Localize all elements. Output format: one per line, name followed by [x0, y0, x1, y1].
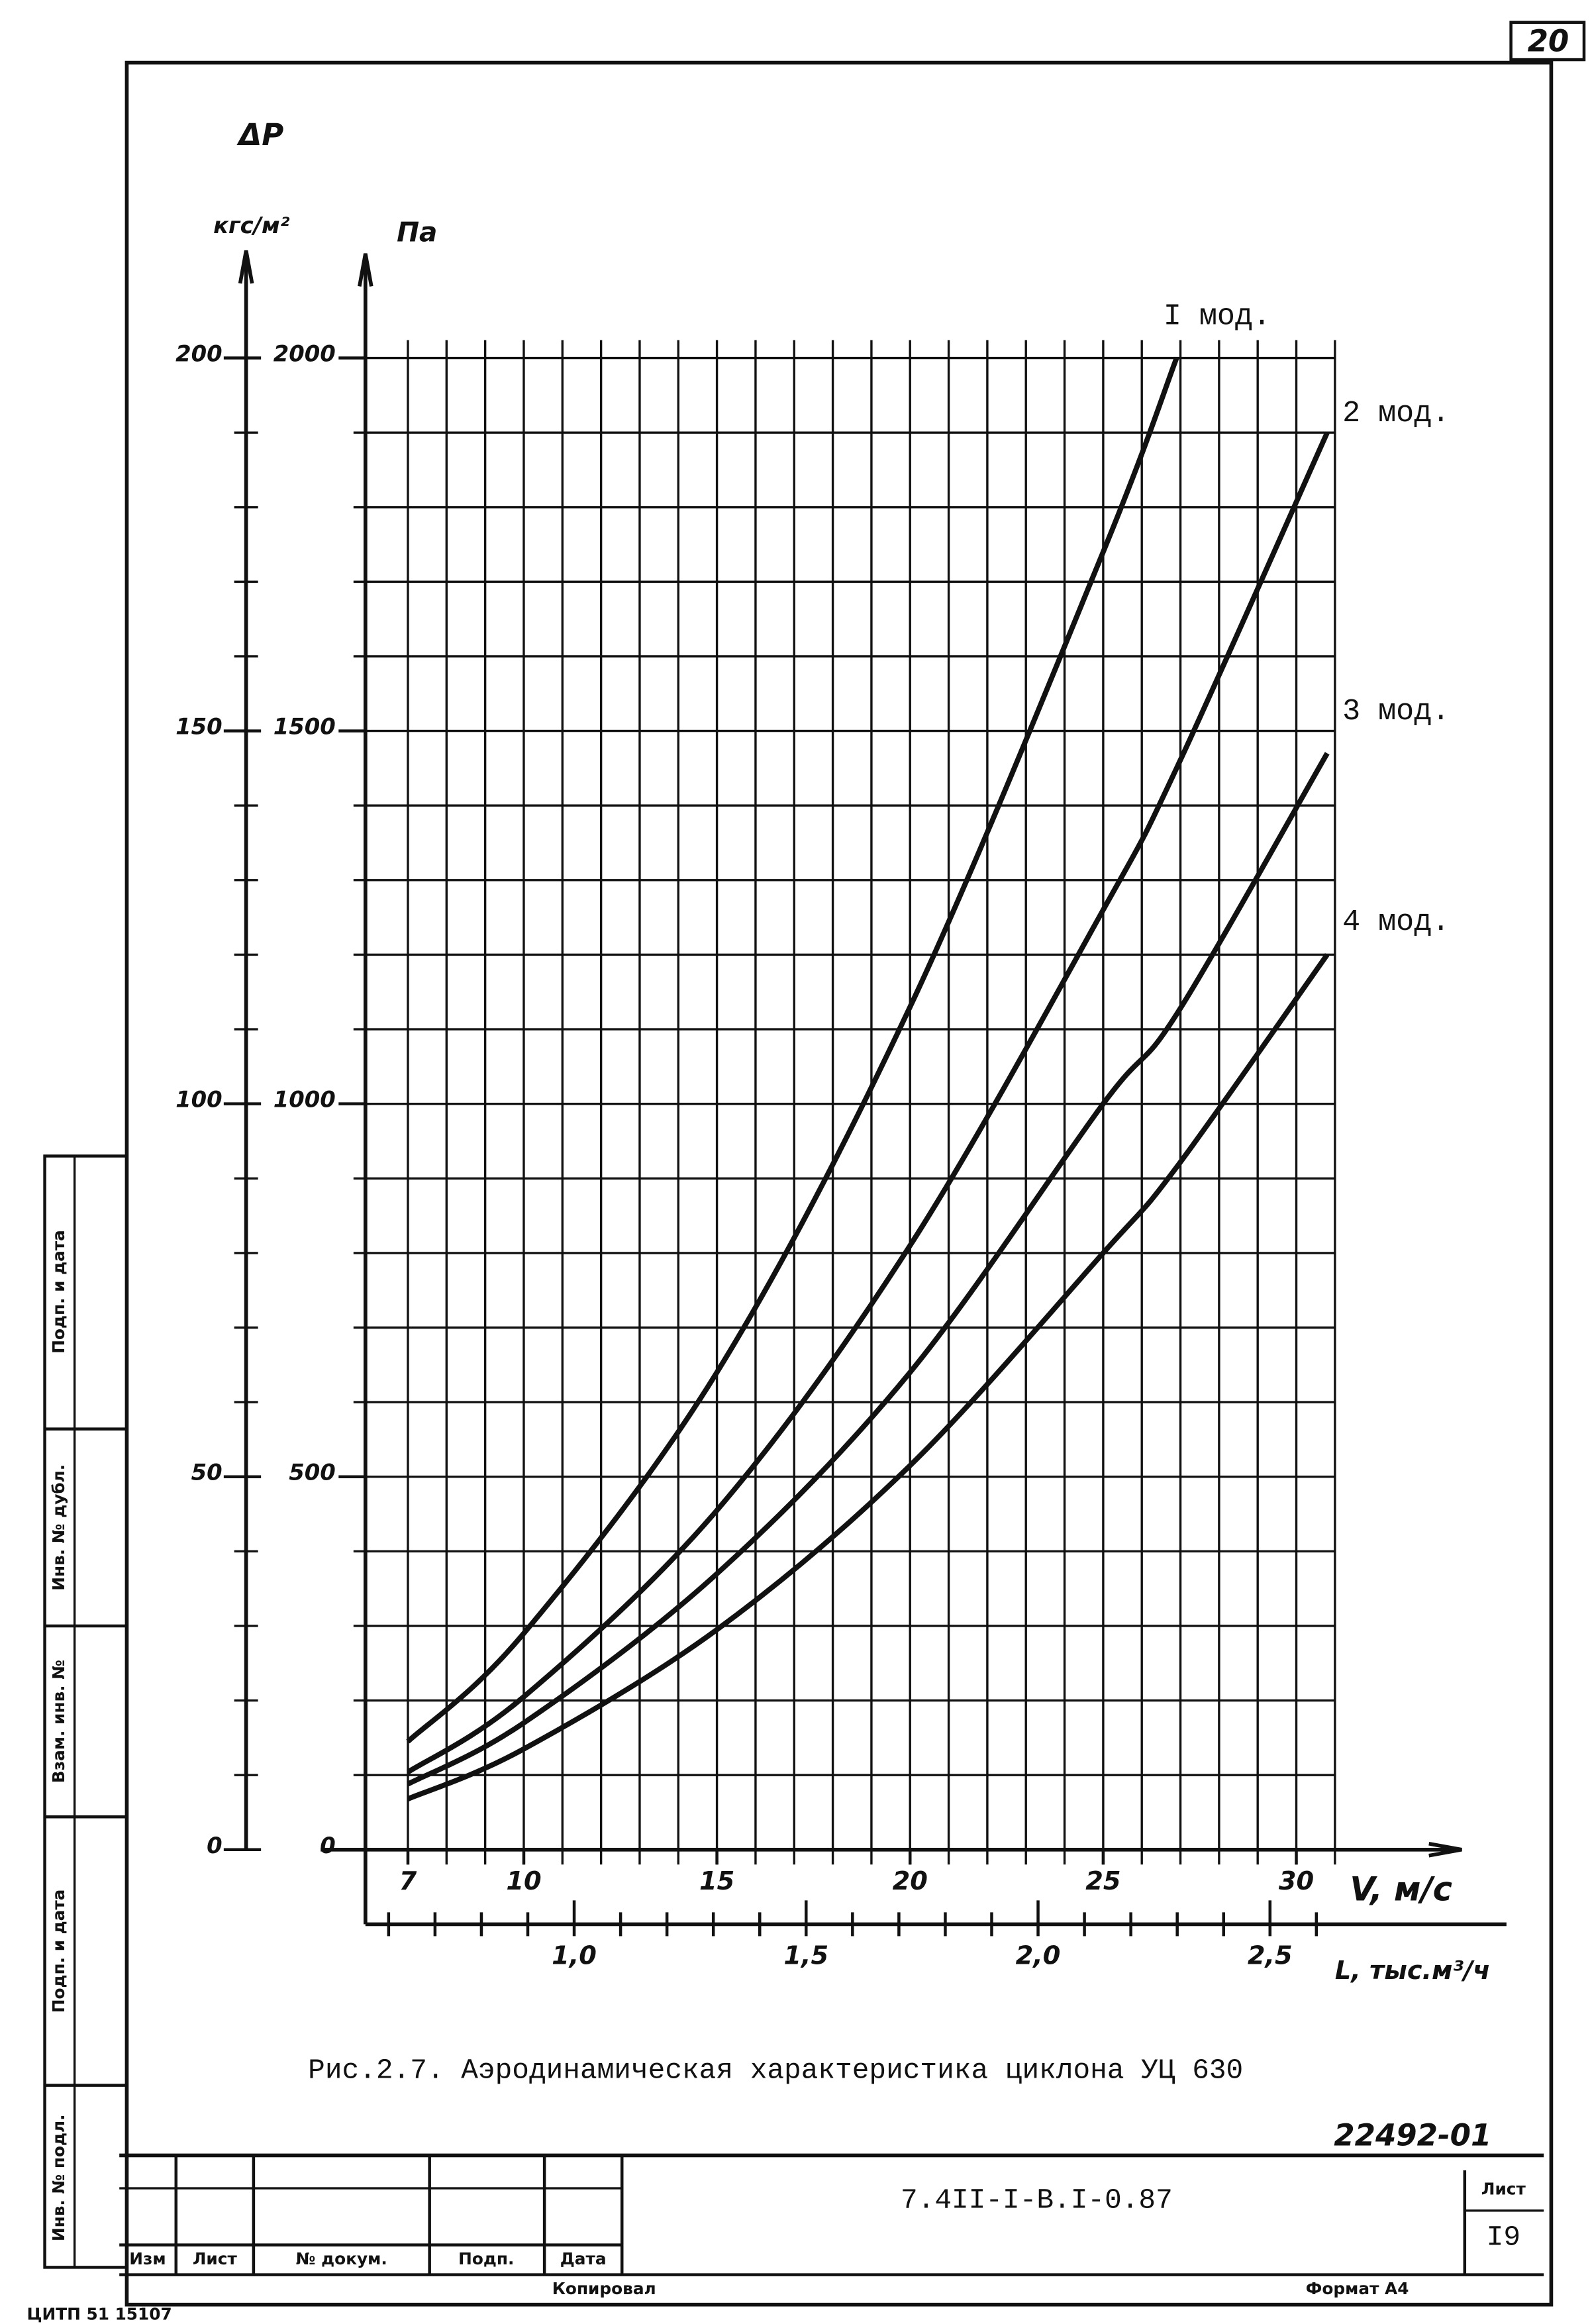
column-label: Дата: [560, 2249, 607, 2268]
side-label: Инв. № дубл.: [49, 1464, 68, 1591]
column-label: Лист: [193, 2249, 238, 2268]
series-label: I мод.: [1164, 299, 1271, 333]
side-strip-frame: [43, 1154, 128, 2269]
x-axis-title: V, м/с: [1350, 1870, 1452, 1908]
x2-tick-label: 1,5: [783, 1941, 828, 1970]
x2-tick-label: 2,0: [1016, 1941, 1061, 1970]
archive-number: 22492-01: [1334, 2117, 1491, 2152]
series-label: 2 мод.: [1342, 397, 1450, 430]
y2-tick-label: 200: [175, 341, 222, 367]
series-line: [407, 953, 1330, 1801]
page-number-box: [1509, 21, 1586, 62]
title-block: Изм Лист № докум. Подп. Дата 7.4II-I-B.I…: [27, 2117, 1544, 2323]
side-label: Подп. и дата: [49, 1890, 68, 2013]
y2-axis-arrow: [238, 250, 254, 284]
x-tick-label: 30: [1279, 1866, 1314, 1896]
series-label: 3 мод.: [1342, 695, 1450, 729]
y-tick-label: 1500: [273, 714, 336, 740]
y-unit: Па: [397, 217, 437, 248]
designation: 7.4II-I-B.I-0.87: [901, 2184, 1173, 2216]
series-label: 4 мод.: [1342, 905, 1450, 939]
y2-unit: кгс/м²: [213, 213, 290, 238]
x-tick-label: 7: [399, 1866, 417, 1896]
x2-axis-title: L, тыс.м³/ч: [1335, 1956, 1491, 1986]
copied-label: Копировал: [552, 2279, 656, 2298]
x-axis-arrow: [1428, 1842, 1462, 1858]
x2-tick-label: 2,5: [1248, 1941, 1293, 1970]
x2-tick-label: 1,0: [552, 1941, 597, 1970]
column-label: № докум.: [296, 2249, 387, 2268]
column-label: Подп.: [458, 2249, 514, 2268]
y2-tick-label: 0: [207, 1833, 223, 1858]
side-strip: Инв. № подл. Подп. и дата Взам. инв. № И…: [43, 1154, 128, 2269]
x-tick-label: 20: [893, 1866, 928, 1896]
caption: Рис.2.7. Аэродинамическая характеристика…: [308, 2054, 1243, 2086]
x-tick-label: 25: [1085, 1866, 1120, 1896]
y-tick-label: 0: [320, 1833, 336, 1858]
y2-tick-label: 50: [191, 1460, 223, 1486]
y2-tick-label: 100: [175, 1087, 222, 1113]
series-line: [407, 752, 1330, 1787]
side-label: Подп. и дата: [49, 1230, 68, 1354]
series-line: [406, 431, 1330, 1774]
column-label: Изм: [129, 2249, 166, 2268]
chart: 0 500 1000 1500 2000 0 50 100 150 200 7 10 15 20 25 30 1…: [175, 250, 1507, 1970]
y2-tick-label: 150: [175, 714, 222, 740]
sheet-number: I9: [1487, 2221, 1520, 2254]
sheet-label: Лист: [1481, 2179, 1526, 2198]
x-tick-label: 10: [506, 1866, 541, 1896]
y-tick-label: 2000: [273, 341, 336, 367]
y-tick-label: 1000: [273, 1087, 336, 1113]
y-axis-title: ΔP: [236, 117, 283, 152]
series-line: [406, 357, 1179, 1744]
x-tick-label: 15: [699, 1866, 734, 1896]
format-label: Формат А4: [1306, 2279, 1409, 2298]
y-axis-arrow: [358, 253, 373, 287]
page-number: 20: [1528, 23, 1569, 58]
side-label: Инв. № подл.: [49, 2114, 68, 2241]
stamp: ЦИТП 51 15107: [27, 2304, 172, 2323]
y-tick-label: 500: [289, 1460, 335, 1486]
side-label: Взам. инв. №: [49, 1660, 68, 1783]
